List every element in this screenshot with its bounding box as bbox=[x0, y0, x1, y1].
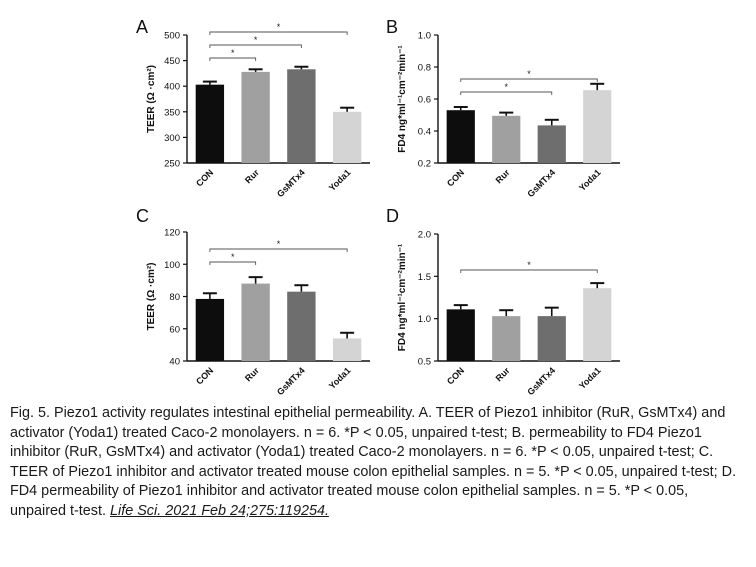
bar bbox=[583, 90, 612, 163]
significance-bracket bbox=[460, 78, 598, 82]
significance-label: * bbox=[527, 69, 531, 79]
y-tick-label: 100 bbox=[164, 260, 180, 271]
bar bbox=[332, 111, 362, 163]
panel-letter: A bbox=[136, 17, 148, 37]
bar bbox=[241, 283, 270, 361]
bar bbox=[195, 84, 225, 163]
panel-c: C 40 60 80 100 120 TEER (Ω ·cm²) CON Rur GsMTx4 Yo… bbox=[136, 206, 370, 397]
y-axis-title: FD4 ng*ml⁻¹cm⁻²min⁻¹ bbox=[397, 243, 408, 351]
x-tick-label: Rur bbox=[243, 365, 261, 383]
y-tick-label: 0.6 bbox=[418, 95, 431, 106]
significance-bracket bbox=[209, 44, 302, 48]
y-tick-label: 60 bbox=[169, 324, 180, 335]
panel-b: B 0.2 0.4 0.6 0.8 1.0 FD4 ng*ml⁻¹cm⁻²min⁻¹ CON R… bbox=[386, 17, 620, 199]
bar bbox=[537, 316, 566, 361]
significance-label: * bbox=[231, 252, 235, 262]
panel-letter: C bbox=[136, 206, 149, 226]
x-tick-label: Rur bbox=[494, 365, 512, 383]
y-tick-label: 1.0 bbox=[418, 31, 431, 42]
y-tick-label: 500 bbox=[164, 31, 180, 42]
bar bbox=[241, 71, 270, 163]
x-tick-label: GsMTx4 bbox=[525, 167, 557, 199]
bar bbox=[287, 291, 316, 361]
bar bbox=[492, 316, 521, 361]
x-tick-label: CON bbox=[194, 167, 215, 188]
x-tick-label: GsMTx4 bbox=[275, 167, 307, 199]
x-tick-label: Yoda1 bbox=[577, 167, 603, 193]
y-tick-label: 80 bbox=[169, 292, 180, 303]
citation-link[interactable]: Life Sci. 2021 Feb 24;275:119254. bbox=[110, 502, 329, 519]
y-tick-label: 0.2 bbox=[418, 159, 431, 170]
x-tick-label: Yoda1 bbox=[577, 365, 603, 391]
significance-bracket bbox=[209, 31, 348, 35]
bar bbox=[583, 288, 612, 361]
x-tick-label: CON bbox=[194, 365, 215, 386]
caption-text: Fig. 5. Piezo1 activity regulates intest… bbox=[10, 405, 737, 519]
y-tick-label: 1.0 bbox=[418, 314, 431, 325]
significance-label: * bbox=[231, 48, 235, 58]
y-axis-title: FD4 ng*ml⁻¹cm⁻²min⁻¹ bbox=[397, 45, 408, 153]
significance-bracket bbox=[460, 269, 598, 273]
y-tick-label: 0.5 bbox=[418, 357, 431, 368]
bar bbox=[492, 115, 521, 163]
panel-a: A 250 300 350 400 450 500 TEER (Ω ·cm²) CON Rur Gs… bbox=[136, 17, 370, 199]
significance-bracket bbox=[209, 248, 348, 252]
y-tick-label: 0.8 bbox=[418, 63, 431, 74]
significance-bracket bbox=[209, 261, 257, 265]
bar bbox=[537, 125, 566, 163]
significance-bracket bbox=[460, 91, 553, 95]
significance-label: * bbox=[504, 82, 508, 92]
x-tick-label: Rur bbox=[243, 167, 261, 185]
bar bbox=[446, 309, 475, 361]
y-tick-label: 40 bbox=[169, 357, 180, 368]
y-tick-label: 250 bbox=[164, 159, 180, 170]
bar bbox=[195, 298, 225, 361]
panel-d: D 0.5 1.0 1.5 2.0 FD4 ng*ml⁻¹cm⁻²min⁻¹ CON Rur G… bbox=[386, 206, 620, 397]
bar bbox=[332, 338, 362, 361]
significance-label: * bbox=[277, 22, 281, 32]
x-tick-label: Yoda1 bbox=[327, 167, 353, 193]
bar bbox=[446, 110, 475, 163]
significance-label: * bbox=[277, 239, 281, 249]
y-tick-label: 120 bbox=[164, 228, 180, 239]
y-tick-label: 2.0 bbox=[418, 230, 431, 241]
x-tick-label: CON bbox=[445, 167, 466, 188]
y-axis-title: TEER (Ω ·cm²) bbox=[146, 262, 157, 330]
significance-bracket bbox=[209, 57, 257, 61]
y-tick-label: 450 bbox=[164, 56, 180, 67]
y-axis-title: TEER (Ω ·cm²) bbox=[146, 65, 157, 133]
panel-letter: D bbox=[386, 206, 399, 226]
x-tick-label: CON bbox=[445, 365, 466, 386]
panel-letter: B bbox=[386, 17, 398, 37]
y-tick-label: 400 bbox=[164, 82, 180, 93]
figure-caption: Fig. 5. Piezo1 activity regulates intest… bbox=[10, 404, 746, 521]
y-tick-label: 1.5 bbox=[418, 272, 431, 283]
y-tick-label: 0.4 bbox=[418, 127, 431, 138]
x-tick-label: GsMTx4 bbox=[525, 365, 557, 397]
x-tick-label: GsMTx4 bbox=[275, 365, 307, 397]
y-tick-label: 350 bbox=[164, 107, 180, 118]
figure-panels: A 250 300 350 400 450 500 TEER (Ω ·cm²) CON Rur Gs… bbox=[136, 17, 620, 397]
significance-label: * bbox=[527, 260, 531, 270]
x-tick-label: Yoda1 bbox=[327, 365, 353, 391]
bar bbox=[287, 69, 316, 163]
x-tick-label: Rur bbox=[494, 167, 512, 185]
significance-label: * bbox=[254, 35, 258, 45]
y-tick-label: 300 bbox=[164, 133, 180, 144]
